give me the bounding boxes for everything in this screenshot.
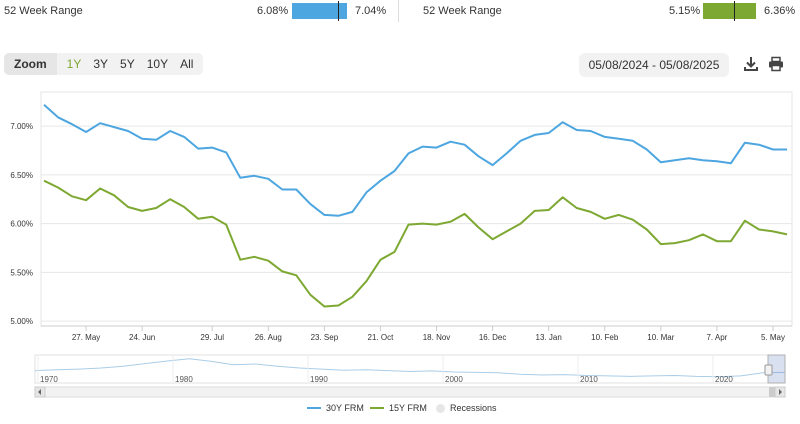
print-icon[interactable]: [767, 55, 785, 73]
legend-line-icon: [370, 407, 384, 409]
range-bar: [703, 3, 756, 19]
legend-label: 30Y FRM: [326, 403, 364, 413]
rate-line-chart[interactable]: 5.00% 5.50% 6.00% 6.50% 7.00% 27. May 24. Jun 2…: [0, 88, 800, 343]
x-tick-label: 18. Nov: [423, 333, 451, 342]
zoom-3y-button[interactable]: 3Y: [87, 53, 114, 75]
x-tick-label: 10. Mar: [647, 333, 674, 342]
date-range-input[interactable]: 05/08/2024 - 05/08/2025: [579, 53, 729, 77]
y-tick-label: 6.50%: [10, 171, 33, 180]
navigator-year-label: 2000: [445, 375, 463, 384]
x-tick-label: 13. Jan: [536, 333, 562, 342]
x-tick-label: 16. Dec: [479, 333, 507, 342]
y-tick-label: 6.00%: [10, 220, 33, 229]
range-low-value: 5.15%: [669, 5, 700, 17]
legend-label: 15Y FRM: [389, 403, 427, 413]
range-label: 52 Week Range: [4, 5, 83, 17]
y-tick-label: 5.00%: [10, 317, 33, 326]
range-divider: [398, 0, 399, 22]
x-tick-label: 29. Jul: [200, 333, 224, 342]
legend-dot-icon: [436, 404, 445, 413]
legend-label: Recessions: [450, 403, 497, 413]
range-current-marker: [338, 1, 339, 21]
range-high-value: 6.36%: [764, 5, 795, 17]
y-tick-label: 7.00%: [10, 122, 33, 131]
x-tick-label: 21. Oct: [368, 333, 395, 342]
x-tick-label: 27. May: [72, 333, 100, 342]
range-high-value: 7.04%: [355, 5, 386, 17]
zoom-10y-button[interactable]: 10Y: [141, 53, 174, 75]
legend-item-15y[interactable]: 15Y FRM: [370, 403, 427, 413]
x-tick-label: 7. Apr: [706, 333, 727, 342]
zoom-all-button[interactable]: All: [174, 53, 199, 75]
navigator-year-label: 1970: [40, 375, 58, 384]
x-tick-label: 10. Feb: [591, 333, 619, 342]
legend-item-30y[interactable]: 30Y FRM: [307, 403, 364, 413]
range-bar: [292, 3, 347, 19]
navigator-area: [35, 355, 785, 383]
range-low-value: 6.08%: [257, 5, 288, 17]
x-tick-label: 5. May: [761, 333, 785, 342]
navigator-year-label: 1990: [310, 375, 328, 384]
navigator-scrollbar[interactable]: [35, 387, 785, 397]
navigator-year-label: 1980: [175, 375, 193, 384]
legend-line-icon: [307, 407, 321, 409]
zoom-1y-button[interactable]: 1Y: [61, 53, 88, 75]
x-tick-label: 24. Jun: [129, 333, 155, 342]
zoom-label: Zoom: [4, 53, 57, 75]
navigator-year-label: 2010: [580, 375, 598, 384]
navigator-chart[interactable]: 1970 1980 1990 2000 2010 2020: [0, 352, 800, 400]
navigator-handle[interactable]: [765, 365, 772, 375]
range-current-marker: [734, 1, 735, 21]
zoom-5y-button[interactable]: 5Y: [114, 53, 141, 75]
zoom-toolbar: Zoom 1Y 3Y 5Y 10Y All: [4, 53, 203, 75]
download-icon[interactable]: [742, 55, 760, 73]
scrollbar-thumb[interactable]: [769, 387, 775, 397]
y-tick-label: 5.50%: [10, 268, 33, 277]
x-tick-label: 23. Sep: [311, 333, 339, 342]
chart-legend: 30Y FRM 15Y FRM Recessions: [0, 403, 800, 417]
x-tick-label: 26. Aug: [255, 333, 282, 342]
range-label: 52 Week Range: [423, 5, 502, 17]
legend-item-recessions[interactable]: Recessions: [436, 403, 497, 413]
navigator-year-label: 2020: [715, 375, 733, 384]
